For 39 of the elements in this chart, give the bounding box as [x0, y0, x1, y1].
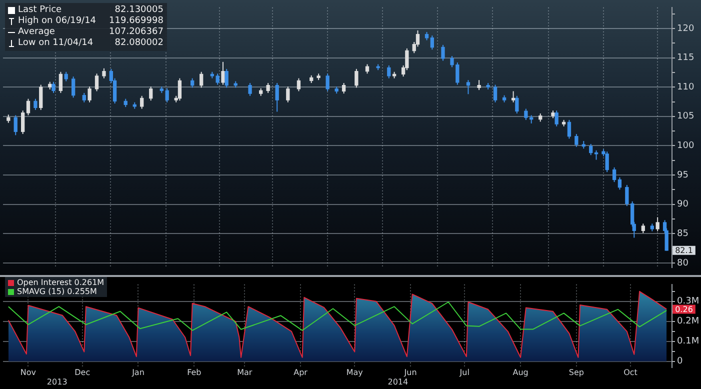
annotation: 82.1 — [675, 246, 693, 256]
annotation: Average — [18, 27, 56, 38]
y-tick-label: 0.1M — [677, 336, 700, 347]
y-tick-label: 90 — [677, 200, 689, 210]
legend-label: Open Interest 0.261M — [17, 278, 104, 287]
annotation: 82.130005 — [114, 5, 164, 16]
annotation: 107.206367 — [109, 27, 164, 38]
annotation: 119.669998 — [109, 16, 164, 27]
annotation: Last Price — [18, 5, 63, 16]
x-tick-label: Jul — [458, 368, 470, 377]
y-tick-label: 120 — [677, 24, 694, 34]
y-tick-label: 100 — [677, 141, 694, 152]
x-tick-label: Sep — [568, 368, 584, 377]
annotation: 82.080002 — [114, 38, 164, 49]
x2-tick-label: 2014 — [388, 378, 408, 387]
x2-tick-label: 2013 — [46, 378, 68, 387]
y-tick-label: 85 — [677, 228, 688, 239]
y-tick-label: 105 — [677, 112, 694, 122]
x-tick-label: Apr — [294, 368, 308, 377]
x-tick-label: Jun — [403, 368, 417, 377]
y-tick-label: 0 — [677, 356, 683, 367]
y-tick-label: 110 — [677, 82, 694, 92]
y-tick-label: 0.2M — [677, 316, 700, 327]
annotation: Low on 11/04/14 — [18, 38, 94, 49]
y-tick-label: 95 — [677, 170, 688, 180]
x-tick-label: May — [346, 368, 364, 377]
annotation: 0.26 — [675, 304, 693, 314]
x-tick-label: Jan — [131, 368, 144, 377]
x-tick-label: Nov — [20, 368, 36, 377]
x-tick-label: Aug — [512, 368, 528, 377]
y-tick-label: 115 — [677, 53, 694, 64]
x-tick-label: Feb — [187, 368, 202, 377]
x-tick-label: Dec — [74, 368, 90, 377]
x-tick-label: Mar — [237, 368, 253, 377]
legend-label: SMAVG (15) 0.255M — [17, 287, 97, 296]
y-tick-label: 80 — [677, 258, 689, 268]
annotation: High on 06/19/14 — [18, 16, 96, 27]
x-tick-label: Oct — [624, 368, 638, 377]
y-tick-label: 0.3M — [677, 296, 700, 307]
